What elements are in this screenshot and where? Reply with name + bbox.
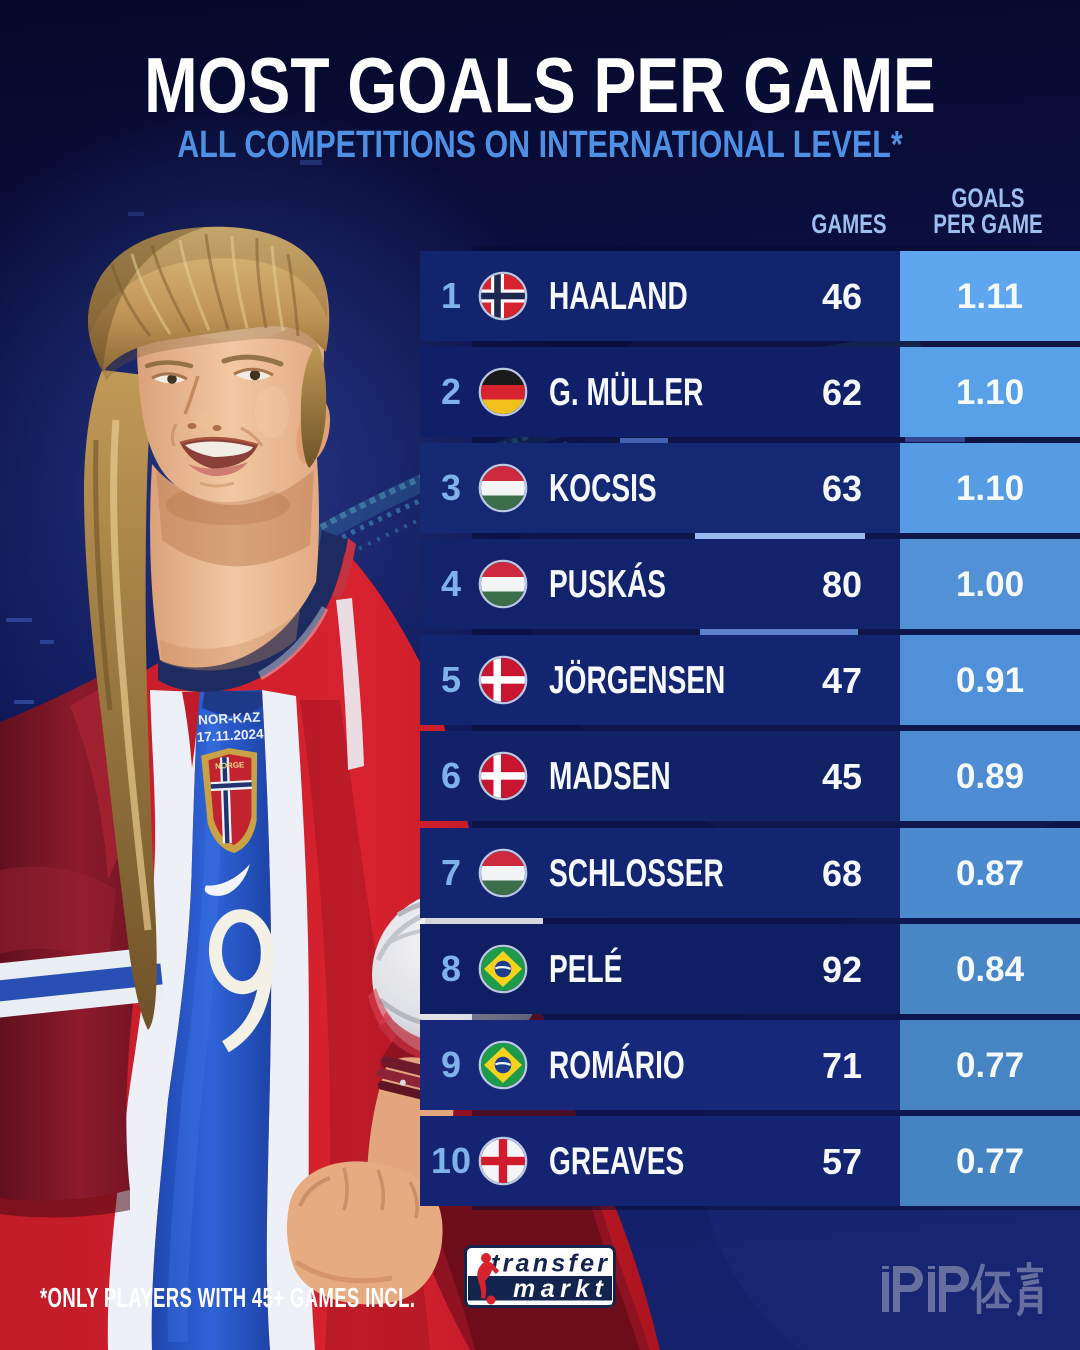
- svg-text:17.11.2024: 17.11.2024: [196, 726, 264, 745]
- svg-text:NORGE: NORGE: [215, 760, 245, 771]
- svg-text:NOR-KAZ: NOR-KAZ: [198, 709, 261, 727]
